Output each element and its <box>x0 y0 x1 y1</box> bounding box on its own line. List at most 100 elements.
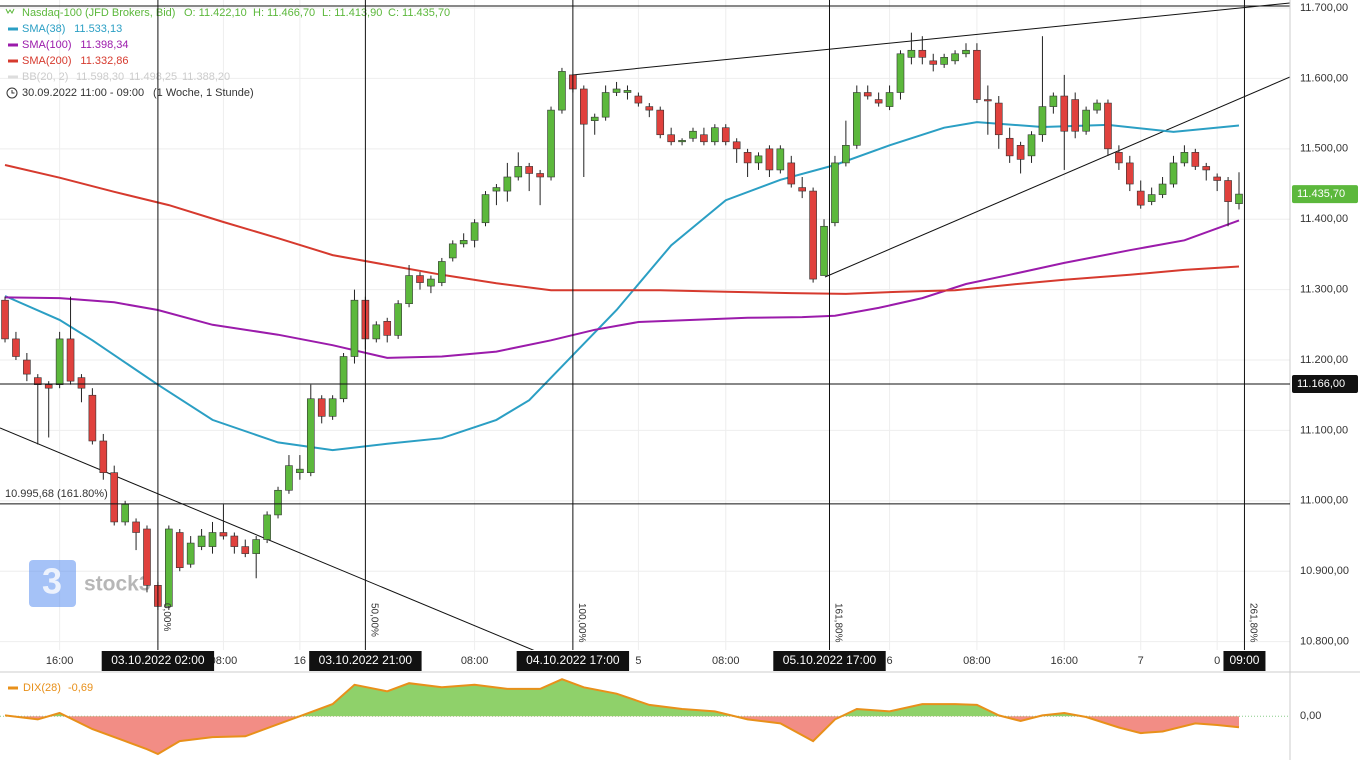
candle-body <box>1071 99 1080 132</box>
candle-body <box>1115 152 1123 164</box>
x-tick-label: 08:00 <box>963 655 991 667</box>
candle-body <box>1038 106 1047 136</box>
x-tick-label: 08:00 <box>712 655 740 667</box>
svg-text:3: 3 <box>42 561 62 602</box>
candle-body <box>1191 152 1200 167</box>
marker-label: 05.10.2022 17:00 <box>783 653 877 667</box>
legend-bb-value: 11.598,30 <box>76 71 124 83</box>
y-tick-label: 10.800,00 <box>1300 636 1349 648</box>
candle-body <box>1016 145 1025 160</box>
indicator-line <box>4 164 1240 295</box>
candle-body <box>263 514 271 540</box>
legend-bb-value: 11.498,25 <box>129 71 177 83</box>
indicator-line <box>4 219 1240 359</box>
candle-body <box>1082 109 1090 132</box>
candle-body <box>645 106 654 111</box>
candle-body <box>667 134 675 143</box>
x-tick-label: 7 <box>1138 655 1144 667</box>
y-tick-label: 11.400,00 <box>1300 213 1348 225</box>
candle-body <box>962 49 970 55</box>
legend-title: Nasdaq-100 (JFD Brokers, Bid) <box>22 7 175 19</box>
candle-body <box>732 141 741 150</box>
candle-body <box>656 109 665 136</box>
legend-ohlc: O: 11.422,10 <box>184 7 247 19</box>
candle-body <box>678 140 686 143</box>
candle-body <box>328 398 337 417</box>
candle-body <box>33 377 42 385</box>
last-price-label: 11.435,70 <box>1297 188 1345 200</box>
legend-value: 11.533,13 <box>74 23 122 35</box>
last-price-box <box>1292 185 1358 204</box>
h-line-label: 10.995,68 (161.80%) <box>5 488 108 500</box>
candle-body <box>994 102 1003 136</box>
legend-label: SMA(200) <box>22 55 72 67</box>
candle-body <box>765 148 774 171</box>
x-tick-label: 16 <box>294 655 306 667</box>
candle-body <box>700 134 708 143</box>
candle-body <box>492 187 501 192</box>
y-tick-label: 11.500,00 <box>1300 143 1348 155</box>
candle-body <box>143 528 151 586</box>
legend-value: 11.332,86 <box>80 55 128 67</box>
candle-body <box>252 539 260 554</box>
candle-body <box>55 338 64 385</box>
candle-body <box>1169 162 1178 185</box>
dix-area-positive <box>5 679 1239 717</box>
legend: Nasdaq-100 (JFD Brokers, Bid) O: 11.422,… <box>5 7 450 99</box>
candle-body <box>88 394 97 442</box>
candle-body <box>601 92 610 118</box>
candle-body <box>1213 176 1221 181</box>
candle-body <box>1 299 9 340</box>
dix-line <box>4 678 1240 756</box>
candle-body <box>459 240 468 245</box>
legend-label: SMA(38) <box>22 23 65 35</box>
legend-bb-value: 11.388,20 <box>182 71 230 83</box>
x-tick-label: 6 <box>886 655 892 667</box>
watermark-text: stock3 <box>84 573 151 596</box>
candle-body <box>427 278 435 287</box>
marker-box <box>101 651 215 671</box>
marker-level: 0,00% <box>161 603 172 631</box>
x-tick-label: 5 <box>635 655 641 667</box>
x-tick-label: 08:00 <box>461 655 489 667</box>
candle-body <box>132 521 140 533</box>
price-box <box>1292 374 1358 393</box>
candle-body <box>405 275 413 305</box>
candle-body <box>973 49 981 100</box>
candle-body <box>536 173 544 178</box>
candle-body <box>285 465 293 491</box>
candle-body <box>623 90 632 93</box>
candle-body <box>1224 180 1232 202</box>
candle-body <box>372 324 381 340</box>
candle-body <box>1049 95 1058 107</box>
candle-body <box>12 338 20 357</box>
candle-body <box>197 535 206 547</box>
candle-body <box>743 152 752 164</box>
candle-body <box>951 53 959 62</box>
candle-body <box>721 127 730 143</box>
candle-body <box>1126 162 1134 185</box>
y-tick-label: 11.700,00 <box>1300 2 1348 14</box>
candle-body <box>274 489 282 516</box>
candle-body <box>1147 194 1156 202</box>
candle-body <box>99 440 108 473</box>
marker-level: 261,80% <box>1247 603 1258 643</box>
legend-ohlc: H: 11.466,70 <box>253 7 315 19</box>
x-tick-label: 0 <box>1214 655 1220 667</box>
y-tick-label: 10.900,00 <box>1300 565 1349 577</box>
candle-body <box>383 321 392 336</box>
marker-label: 03.10.2022 02:00 <box>111 653 205 667</box>
y-tick-label: 11.000,00 <box>1300 495 1348 507</box>
candle-body <box>579 88 588 125</box>
price-label: 11.166,00 <box>1297 378 1345 390</box>
candle-body <box>175 532 184 569</box>
candle-body <box>896 53 905 93</box>
candle-body <box>831 162 839 224</box>
candle-body <box>1180 152 1189 164</box>
candle-body <box>208 532 217 547</box>
candle-body <box>984 99 992 102</box>
candle-body <box>121 504 129 523</box>
marker-box <box>1223 651 1266 671</box>
candle-body <box>776 148 785 171</box>
candle-body <box>1104 102 1112 150</box>
